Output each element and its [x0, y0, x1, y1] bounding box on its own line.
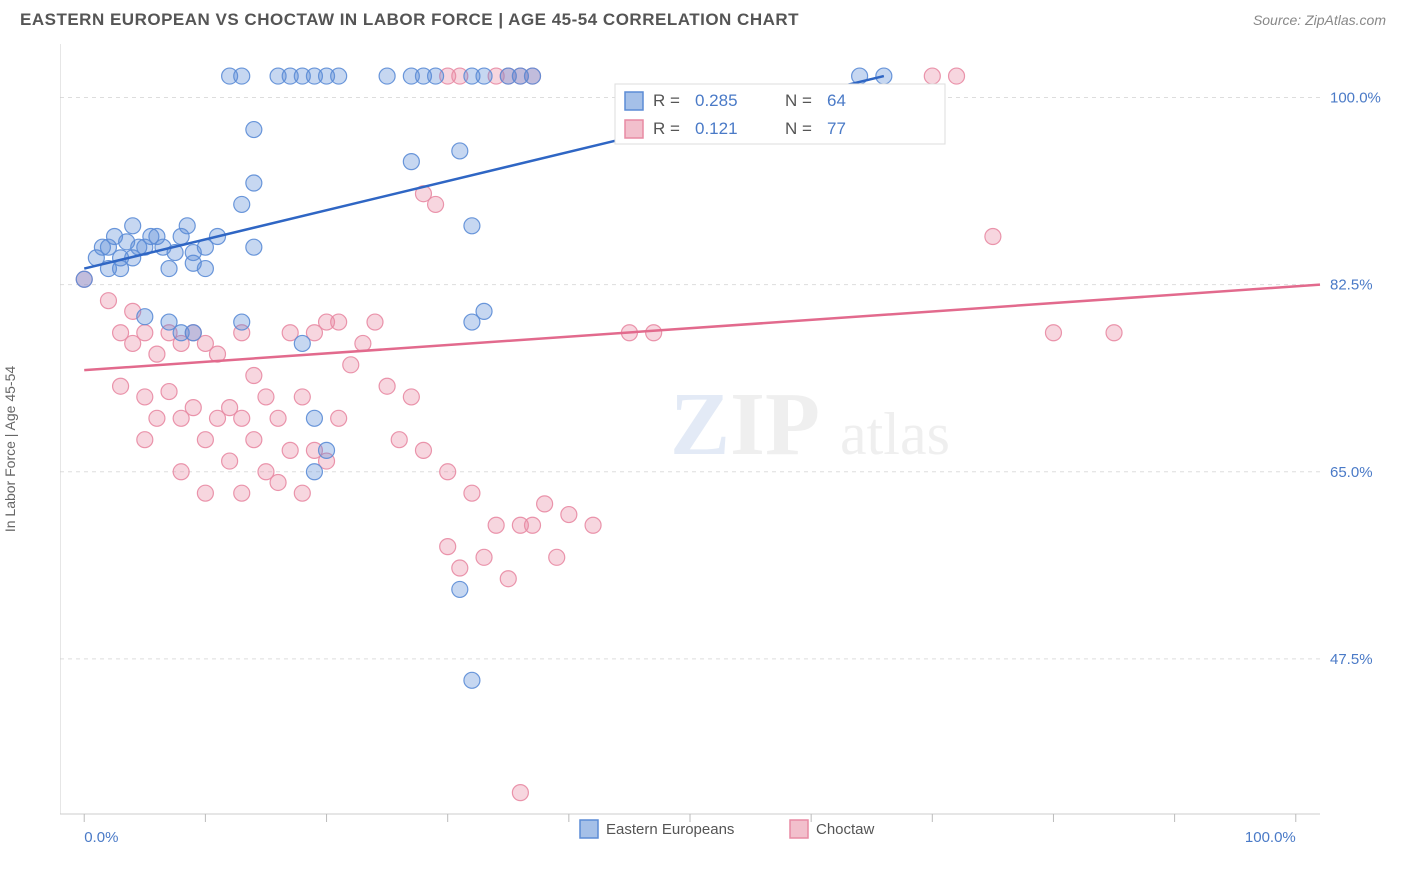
y-axis-label: In Labor Force | Age 45-54 — [2, 366, 18, 532]
svg-text:82.5%: 82.5% — [1330, 277, 1373, 294]
svg-text:R =: R = — [653, 119, 680, 138]
svg-text:Choctaw: Choctaw — [816, 821, 875, 838]
svg-text:47.5%: 47.5% — [1330, 651, 1373, 668]
svg-text:0.285: 0.285 — [695, 91, 738, 110]
scatter-plot: 47.5% 65.0% 82.5% 100.0% 0.0% 100.0% ZIP atlas R… — [60, 34, 1386, 864]
svg-text:Z: Z — [670, 375, 730, 474]
svg-text:0.121: 0.121 — [695, 119, 738, 138]
svg-text:atlas: atlas — [840, 401, 950, 467]
svg-text:R =: R = — [653, 91, 680, 110]
svg-text:IP: IP — [730, 375, 820, 474]
svg-text:0.0%: 0.0% — [84, 829, 118, 846]
svg-text:100.0%: 100.0% — [1330, 89, 1381, 106]
svg-text:64: 64 — [827, 91, 846, 110]
svg-text:N =: N = — [785, 119, 812, 138]
svg-text:100.0%: 100.0% — [1245, 829, 1296, 846]
chart-title: EASTERN EUROPEAN VS CHOCTAW IN LABOR FOR… — [20, 10, 799, 30]
svg-text:65.0%: 65.0% — [1330, 464, 1373, 481]
svg-text:77: 77 — [827, 119, 846, 138]
source-attribution: Source: ZipAtlas.com — [1253, 12, 1386, 28]
svg-text:N =: N = — [785, 91, 812, 110]
svg-text:Eastern Europeans: Eastern Europeans — [606, 821, 734, 838]
